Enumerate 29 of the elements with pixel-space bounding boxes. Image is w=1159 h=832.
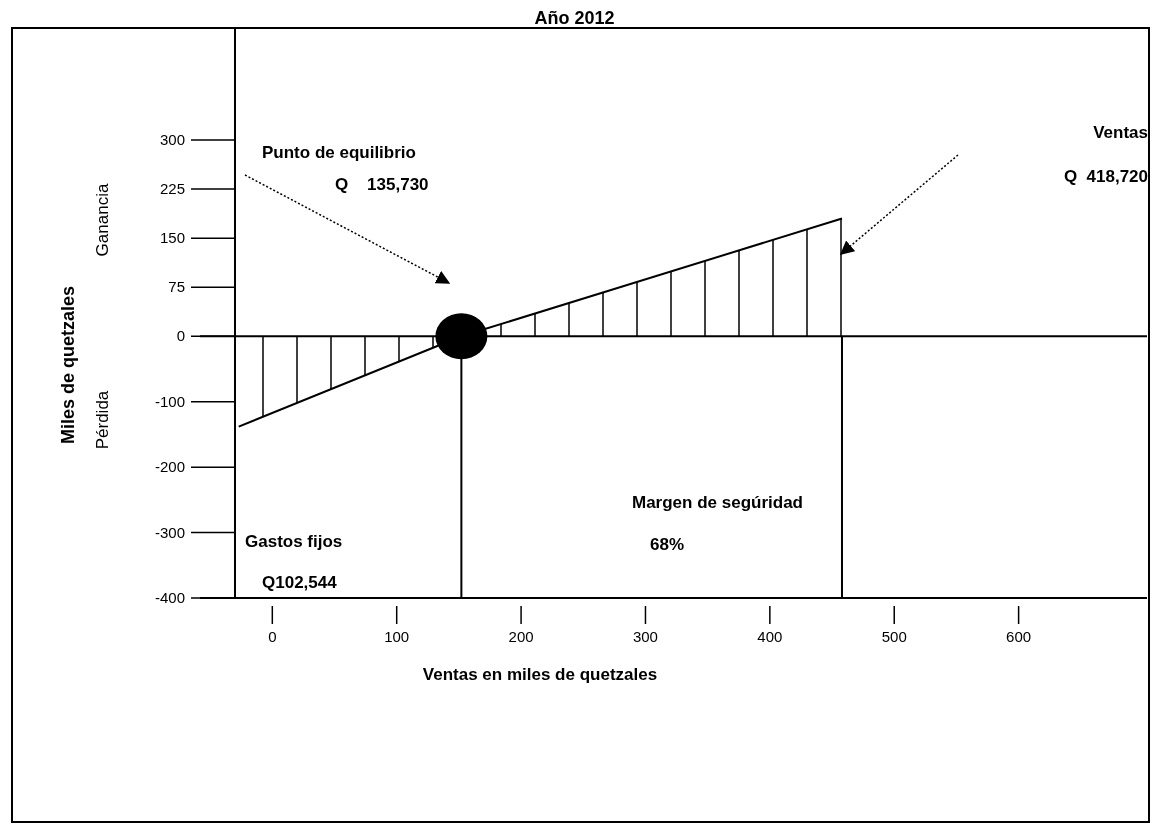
y-tick-label: 300	[159, 131, 185, 148]
x-tick-label: 600	[1006, 628, 1032, 645]
annotation: Gastos fijos	[245, 532, 343, 551]
x-axis-title: Ventas en miles de quetzales	[422, 665, 658, 684]
x-tick-label: 400	[757, 628, 783, 645]
y-tick-label: -300	[154, 523, 185, 541]
y-tick-label: -100	[154, 392, 185, 410]
x-tick-label: 0	[268, 628, 277, 645]
y-axis-title: Miles de quetzales	[58, 285, 78, 445]
chart-title: Año 2012	[534, 8, 615, 28]
annotation: 68%	[650, 535, 685, 554]
text: Pérdida	[93, 390, 112, 450]
x-tick-label: 200	[508, 628, 534, 645]
y-tick-label: 150	[159, 229, 185, 247]
x-tick-label: 500	[881, 628, 907, 645]
annotation: Q 135,730	[335, 175, 429, 194]
x-tick-label: 300	[632, 628, 658, 645]
y-tick-label: -200	[154, 458, 185, 476]
y-tick-label: 0	[176, 327, 185, 345]
annotation: Q 418,720	[1063, 167, 1148, 186]
y-tick-label: -400	[154, 589, 185, 606]
annotation: Ventas	[1093, 123, 1148, 142]
text: Ganancia	[93, 183, 112, 257]
annotation: Margen de segúridad	[632, 493, 803, 512]
annotation: Punto de equilibrio	[262, 143, 416, 162]
x-tick-label: 100	[384, 628, 410, 645]
y-tick-label: 225	[159, 180, 185, 198]
y-tick-label: 75	[168, 278, 185, 296]
annotation: Q102,544	[262, 573, 338, 592]
